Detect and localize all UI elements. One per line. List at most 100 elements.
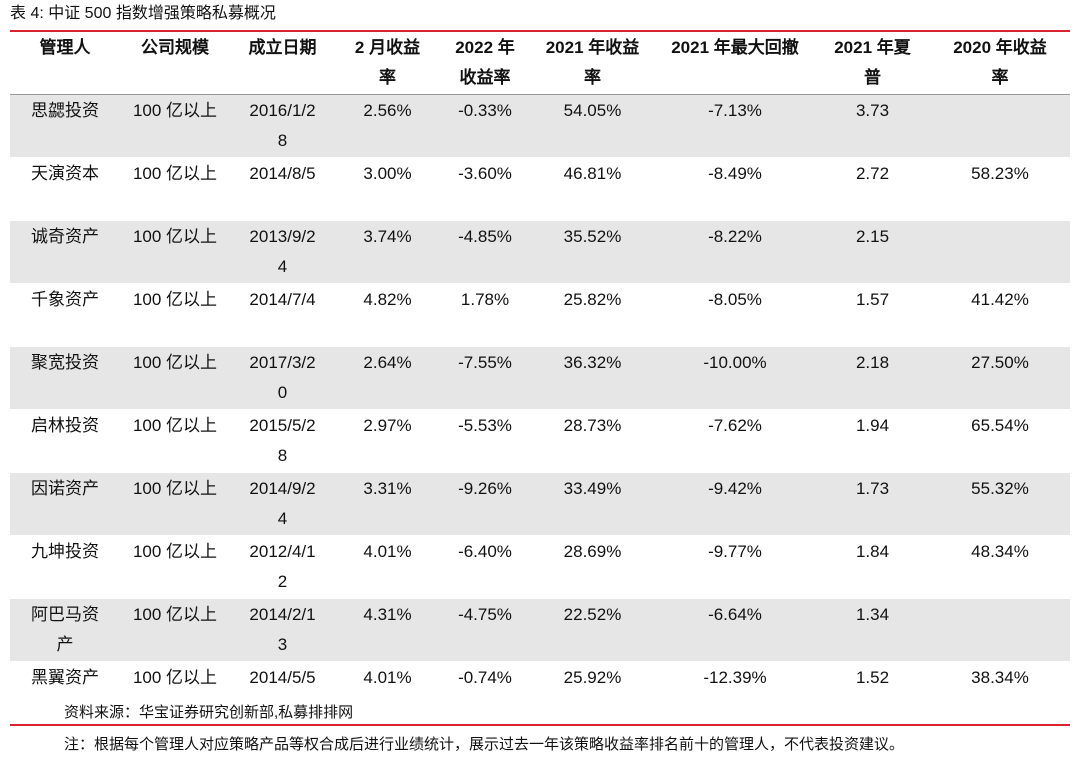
table-cell: -9.77% (655, 535, 815, 599)
table-cell: 2013/9/24 (230, 220, 335, 284)
table-cell: 2.18 (815, 346, 930, 410)
table-cell: 2.72 (815, 157, 930, 221)
column-header: 成立日期 (230, 31, 335, 95)
table-cell: 27.50% (930, 346, 1070, 410)
table-cell: 100 亿以上 (120, 157, 230, 221)
table-cell: -8.22% (655, 220, 815, 284)
table-cell: 100 亿以上 (120, 94, 230, 158)
table-cell: 诚奇资产 (10, 220, 120, 284)
table-cell: 2.15 (815, 220, 930, 284)
table-cell: 28.73% (530, 409, 655, 473)
table-cell: 4.82% (335, 283, 440, 347)
table-cell (930, 598, 1070, 662)
table-row: 诚奇资产 100 亿以上 2013/9/24 3.74% -4.85% 35.52% -8.… (10, 220, 1070, 284)
table-cell: 4.01% (335, 535, 440, 599)
table-cell: 4.31% (335, 598, 440, 662)
table-cell: 2017/3/20 (230, 346, 335, 410)
table-cell: -7.55% (440, 346, 530, 410)
header-row: 管理人 公司规模 成立日期 2 月收益率 2022 年收益率 2021 年收益率 2021 … (10, 31, 1070, 95)
table-cell: 1.94 (815, 409, 930, 473)
table-row: 九坤投资 100 亿以上 2012/4/12 4.01% -6.40% 28.69% -9.… (10, 535, 1070, 599)
table-cell: 3.00% (335, 157, 440, 221)
table-row: 千象资产 100 亿以上 2014/7/4 4.82% 1.78% 25.82% -8.05… (10, 283, 1070, 347)
table-cell: 3.31% (335, 472, 440, 536)
table-cell: 46.81% (530, 157, 655, 221)
table-cell: 千象资产 (10, 283, 120, 347)
table-cell (930, 94, 1070, 158)
column-header: 2022 年收益率 (440, 31, 530, 95)
table-cell: -4.75% (440, 598, 530, 662)
column-header: 2021 年最大回撤 (655, 31, 815, 95)
table-cell: 55.32% (930, 472, 1070, 536)
table: 管理人 公司规模 成立日期 2 月收益率 2022 年收益率 2021 年收益率 2021 … (10, 30, 1070, 726)
table-cell: 65.54% (930, 409, 1070, 473)
table-cell: 100 亿以上 (120, 472, 230, 536)
table-cell: 48.34% (930, 535, 1070, 599)
table-cell: 2.64% (335, 346, 440, 410)
table-cell: -6.40% (440, 535, 530, 599)
table-cell: 2.56% (335, 94, 440, 158)
table-cell: 3.73 (815, 94, 930, 158)
table-cell: 4.01% (335, 661, 440, 725)
table-cell: 黑翼资产 (10, 661, 120, 725)
table-cell: 54.05% (530, 94, 655, 158)
table-cell: 2016/1/28 (230, 94, 335, 158)
table-row: 启林投资 100 亿以上 2015/5/28 2.97% -5.53% 28.73% -7.… (10, 409, 1070, 473)
table-cell: 1.52 (815, 661, 930, 725)
table-cell: 1.78% (440, 283, 530, 347)
column-header: 2 月收益率 (335, 31, 440, 95)
table-cell: 天演资本 (10, 157, 120, 221)
table-cell: 25.92% (530, 661, 655, 725)
table-cell: 思勰投资 (10, 94, 120, 158)
table-cell: 35.52% (530, 220, 655, 284)
table-row: 因诺资产 100 亿以上 2014/9/24 3.31% -9.26% 33.49% -9.… (10, 472, 1070, 536)
table-cell: 33.49% (530, 472, 655, 536)
table-cell: -10.00% (655, 346, 815, 410)
table-row: 黑翼资产 100 亿以上 2014/5/5 4.01% -0.74% 25.92% -12.… (10, 661, 1070, 725)
table-row: 天演资本 100 亿以上 2014/8/5 3.00% -3.60% 46.81% -8.4… (10, 157, 1070, 221)
table-cell: 100 亿以上 (120, 283, 230, 347)
table-cell: -4.85% (440, 220, 530, 284)
table-cell: 58.23% (930, 157, 1070, 221)
table-cell: -7.62% (655, 409, 815, 473)
table-cell: 100 亿以上 (120, 409, 230, 473)
table-cell: 1.57 (815, 283, 930, 347)
table-cell: 2015/5/28 (230, 409, 335, 473)
table-row: 阿巴马资产 100 亿以上 2014/2/13 4.31% -4.75% 22.52% -6… (10, 598, 1070, 662)
table-cell: 1.84 (815, 535, 930, 599)
table-cell: -8.05% (655, 283, 815, 347)
table-cell: -0.74% (440, 661, 530, 725)
table-cell: -5.53% (440, 409, 530, 473)
column-header: 2020 年收益率 (930, 31, 1070, 95)
table-cell: 100 亿以上 (120, 661, 230, 725)
footnote: 注：根据每个管理人对应策略产品等权合成后进行业绩统计，展示过去一年该策略收益率排… (64, 736, 905, 753)
table-cell: -0.33% (440, 94, 530, 158)
column-header: 管理人 (10, 31, 120, 95)
table-cell: 2014/8/5 (230, 157, 335, 221)
table-row: 思勰投资 100 亿以上 2016/1/28 2.56% -0.33% 54.05% -7.… (10, 94, 1070, 158)
table-cell: 九坤投资 (10, 535, 120, 599)
table-cell: 2012/4/12 (230, 535, 335, 599)
table-cell: 100 亿以上 (120, 220, 230, 284)
table-cell (930, 220, 1070, 284)
table-cell: 2014/2/13 (230, 598, 335, 662)
table-cell: 38.34% (930, 661, 1070, 725)
table-cell: 25.82% (530, 283, 655, 347)
table-cell: -6.64% (655, 598, 815, 662)
table-cell: 因诺资产 (10, 472, 120, 536)
table-cell: -8.49% (655, 157, 815, 221)
table-body: 思勰投资 100 亿以上 2016/1/28 2.56% -0.33% 54.05% -7.… (10, 94, 1070, 725)
table-cell: 22.52% (530, 598, 655, 662)
table-cell: 2014/7/4 (230, 283, 335, 347)
table-cell: 100 亿以上 (120, 598, 230, 662)
table-cell: 2.97% (335, 409, 440, 473)
column-header: 2021 年收益率 (530, 31, 655, 95)
table-cell: 1.73 (815, 472, 930, 536)
table-title: 表 4: 中证 500 指数增强策略私募概况 (10, 5, 276, 22)
column-header: 公司规模 (120, 31, 230, 95)
source-note: 资料来源：华宝证券研究创新部,私募排排网 (64, 704, 354, 721)
table-cell: -9.26% (440, 472, 530, 536)
column-header: 2021 年夏普 (815, 31, 930, 95)
table-cell: 2014/5/5 (230, 661, 335, 725)
